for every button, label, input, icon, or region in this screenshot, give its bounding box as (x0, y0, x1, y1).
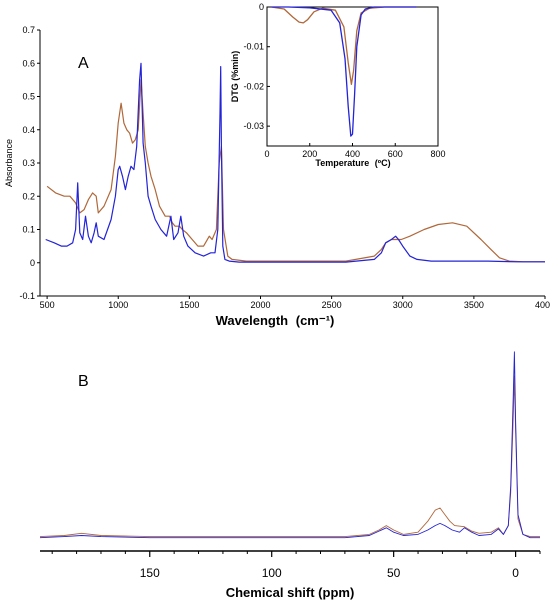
inset-x-tick-label: 800 (430, 149, 445, 159)
panel-b-x-tick-label: 150 (140, 566, 160, 580)
inset-series (271, 6, 417, 137)
panel-a-series-line-2 (45, 62, 545, 263)
inset-x-tick-label: 400 (345, 149, 360, 159)
panel-a-x-tick-label: 2500 (322, 300, 342, 310)
inset-x-tick-label: 200 (302, 149, 317, 159)
panel-a-x-tick-label: 2000 (250, 300, 270, 310)
panel-a-x-tick-label: 500 (40, 300, 55, 310)
panel-b-letter: B (78, 373, 89, 390)
inset-background (225, 2, 447, 172)
panel-b-x-tick-label: 0 (512, 566, 519, 580)
panel-a-x-tick-label: 3500 (464, 300, 484, 310)
inset-y-tick-label: 0 (259, 2, 264, 12)
inset-y-tick-label: -0.02 (243, 81, 264, 91)
panel-b-series (39, 351, 540, 539)
panel-a-x-tick-label: 4000 (535, 300, 550, 310)
panel-a-ftir-chart: A Absorbance Wavelength (cm⁻¹) -0.1 0 0.1 0… (4, 25, 550, 328)
panel-a-x-tick-label: 3000 (393, 300, 413, 310)
panel-b-nmr-chart: B Chemical shift (ppm) 150 100 50 0 (39, 351, 541, 600)
panel-a-y-tick-label: 0.1 (22, 225, 35, 235)
panel-a-y-tick-label: 0.3 (22, 158, 35, 168)
inset-x-tick-label: 0 (264, 149, 269, 159)
panel-b-axes: 150 100 50 0 (40, 550, 541, 580)
panel-a-x-tick-label: 1000 (108, 300, 128, 310)
panel-b-series-line-1 (39, 375, 540, 538)
panel-a-y-tick-label: 0.2 (22, 191, 35, 201)
panel-a-y-tick-label: 0.7 (22, 25, 35, 35)
panel-b-x-tick-label: 100 (262, 566, 282, 580)
inset-x-tick-label: 600 (388, 149, 403, 159)
panel-a-axes: -0.1 0 0.1 0.2 0.3 0.4 0.5 0.6 0.7 500 1000 1500 200… (19, 25, 550, 310)
panel-b-x-axis-title: Chemical shift (ppm) (226, 585, 355, 600)
panel-a-x-axis-title: Wavelength (cm⁻¹) (216, 313, 335, 328)
panel-a-x-axis-title-text: Wavelength (216, 313, 289, 328)
inset-axes: 0 -0.01 -0.02 -0.03 0 200 400 600 800 (243, 2, 445, 159)
panel-a-y-tick-label: -0.1 (19, 291, 35, 301)
panel-a-y-tick-label: 0.4 (22, 125, 35, 135)
panel-a-y-tick-label: 0.5 (22, 92, 35, 102)
panel-a-letter: A (78, 55, 89, 72)
panel-a-x-tick-label: 1500 (179, 300, 199, 310)
inset-y-axis-title: DTG (%min) (230, 51, 240, 103)
inset-dtg-chart: DTG (%min) Temperature (ºC) 0 -0.01 -0.02 -… (225, 2, 447, 172)
inset-x-axis-title: Temperature (ºC) (315, 158, 390, 168)
inset-series-line-2 (271, 6, 417, 137)
panel-a-y-tick-label: 0.6 (22, 58, 35, 68)
panel-b-series-line-2 (39, 351, 540, 539)
inset-x-axis-title-text: Temperature (315, 158, 369, 168)
panel-a-x-axis-title-unit: (cm⁻¹) (296, 313, 335, 328)
panel-a-y-tick-label: 0 (30, 258, 35, 268)
inset-x-axis-title-unit: (ºC) (375, 158, 391, 168)
inset-y-tick-label: -0.03 (243, 121, 264, 131)
panel-a-y-axis-title: Absorbance (4, 139, 14, 187)
inset-y-tick-label: -0.01 (243, 42, 264, 52)
panel-b-x-tick-label: 50 (387, 566, 401, 580)
panel-a-series (45, 62, 545, 263)
